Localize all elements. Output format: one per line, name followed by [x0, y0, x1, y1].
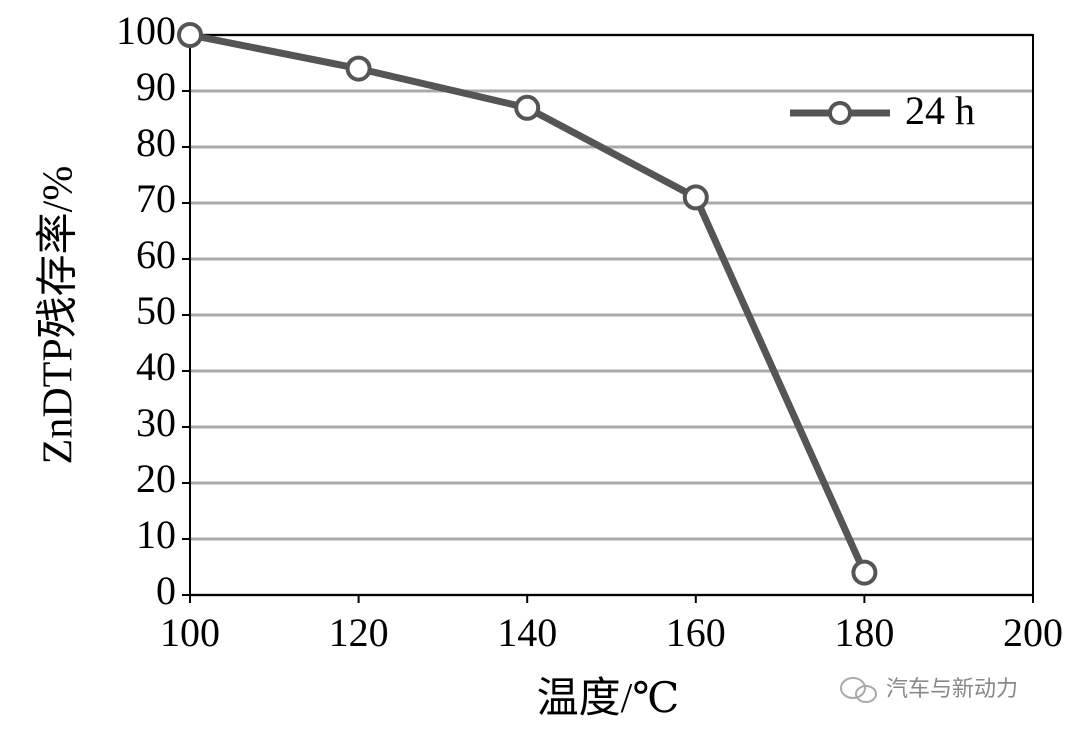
- y-tick-label: 90: [136, 64, 176, 109]
- x-tick-label: 100: [160, 610, 220, 655]
- data-point: [851, 559, 878, 586]
- y-tick-label: 0: [156, 568, 176, 613]
- y-tick-label: 100: [116, 8, 176, 53]
- y-tick-label: 60: [136, 232, 176, 277]
- y-tick-label: 20: [136, 456, 176, 501]
- watermark-icon: [840, 677, 877, 703]
- y-tick-label: 10: [136, 512, 176, 557]
- plot-frame: [189, 34, 1034, 596]
- watermark: 汽车与新动力: [886, 677, 1018, 702]
- x-tick-label: 200: [1003, 610, 1063, 655]
- data-point: [682, 184, 709, 211]
- legend-label: 24 h: [905, 88, 975, 133]
- legend-marker: [828, 101, 852, 125]
- x-tick-label: 160: [666, 610, 726, 655]
- data-point: [345, 55, 372, 82]
- y-tick-label: 50: [136, 288, 176, 333]
- data-point: [177, 22, 203, 48]
- y-tick-label: 70: [136, 176, 176, 221]
- data-point: [514, 94, 541, 121]
- x-tick-label: 180: [834, 610, 894, 655]
- x-tick-label: 140: [497, 610, 557, 655]
- y-tick-label: 30: [136, 400, 176, 445]
- y-tick-label: 40: [136, 344, 176, 389]
- x-axis-label: 温度/℃: [537, 676, 680, 722]
- y-axis-label: ZnDTP残存率/%: [35, 166, 82, 465]
- y-tick-label: 80: [136, 120, 176, 165]
- x-tick-label: 120: [329, 610, 389, 655]
